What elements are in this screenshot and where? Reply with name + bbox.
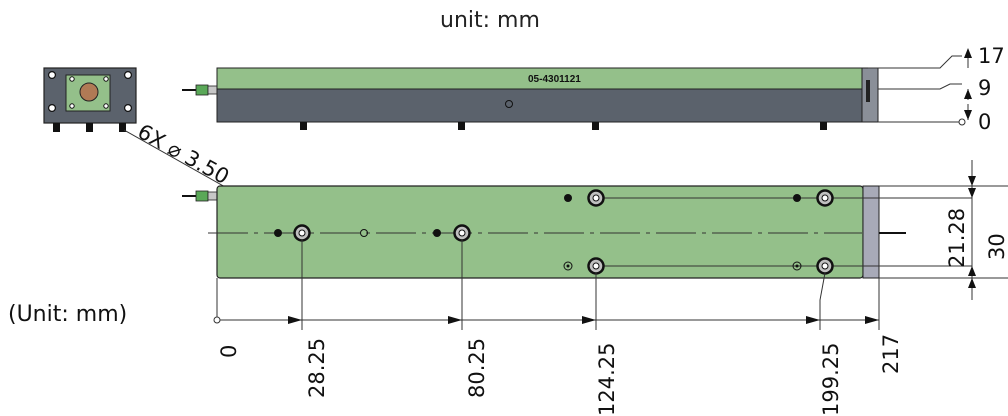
x-dim-199-25: 199.25 — [819, 343, 843, 416]
mounting-holes — [293, 189, 834, 275]
height-dim-17: 17 — [978, 44, 1005, 68]
baseline-dimensions — [213, 240, 880, 330]
hole-callout-label: 6X ⌀ 3.50 — [134, 119, 234, 189]
height-dim-9: 9 — [978, 76, 991, 100]
width-dim-21-28: 21.28 — [945, 208, 969, 268]
end-view — [43, 67, 137, 132]
x-dim-124-25: 124.25 — [595, 343, 619, 416]
part-number-label: 05-4301121 — [528, 74, 581, 85]
unit-caption-left: (Unit: mm) — [8, 302, 127, 327]
side-view: 05-4301121 — [182, 48, 972, 130]
unit-caption-top: unit: mm — [440, 8, 540, 33]
x-dim-0: 0 — [217, 345, 241, 358]
x-dim-217: 217 — [879, 334, 903, 374]
height-dim-0: 0 — [978, 110, 991, 134]
x-dim-80-25: 80.25 — [465, 338, 489, 398]
x-dim-28-25: 28.25 — [305, 338, 329, 398]
top-view — [182, 160, 1008, 300]
width-dim-30: 30 — [985, 233, 1008, 260]
